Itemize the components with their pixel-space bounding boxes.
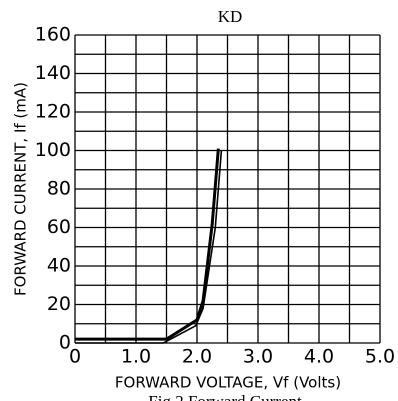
x-tick-label: 0 xyxy=(69,346,81,368)
x-tick-label: 4.0 xyxy=(304,346,334,368)
y-tick-label: 140 xyxy=(35,62,71,84)
chart-title: KD xyxy=(218,7,243,26)
data-line xyxy=(75,150,223,344)
x-axis-title: FORWARD VOLTAGE, Vf (Volts) xyxy=(115,374,341,392)
y-tick-label: 60 xyxy=(47,216,71,238)
y-tick-label: 0 xyxy=(59,332,71,354)
y-tick-label: 40 xyxy=(47,255,71,277)
data-line xyxy=(75,148,220,341)
x-tick-label: 3.0 xyxy=(243,346,273,368)
x-tick-label: 1.0 xyxy=(121,346,151,368)
x-tick-label: 2.0 xyxy=(182,346,212,368)
y-tick-label: 20 xyxy=(47,293,71,315)
caption: Fig.2 Forward Current xyxy=(148,392,302,401)
x-tick-label: 5.0 xyxy=(365,346,395,368)
y-tick-label: 160 xyxy=(35,24,71,46)
y-tick-label: 120 xyxy=(35,101,71,123)
y-axis-title: FORWARD CURRENT, If (mA) xyxy=(12,82,30,296)
y-tick-label: 100 xyxy=(35,139,71,161)
y-tick-label: 80 xyxy=(47,178,71,200)
